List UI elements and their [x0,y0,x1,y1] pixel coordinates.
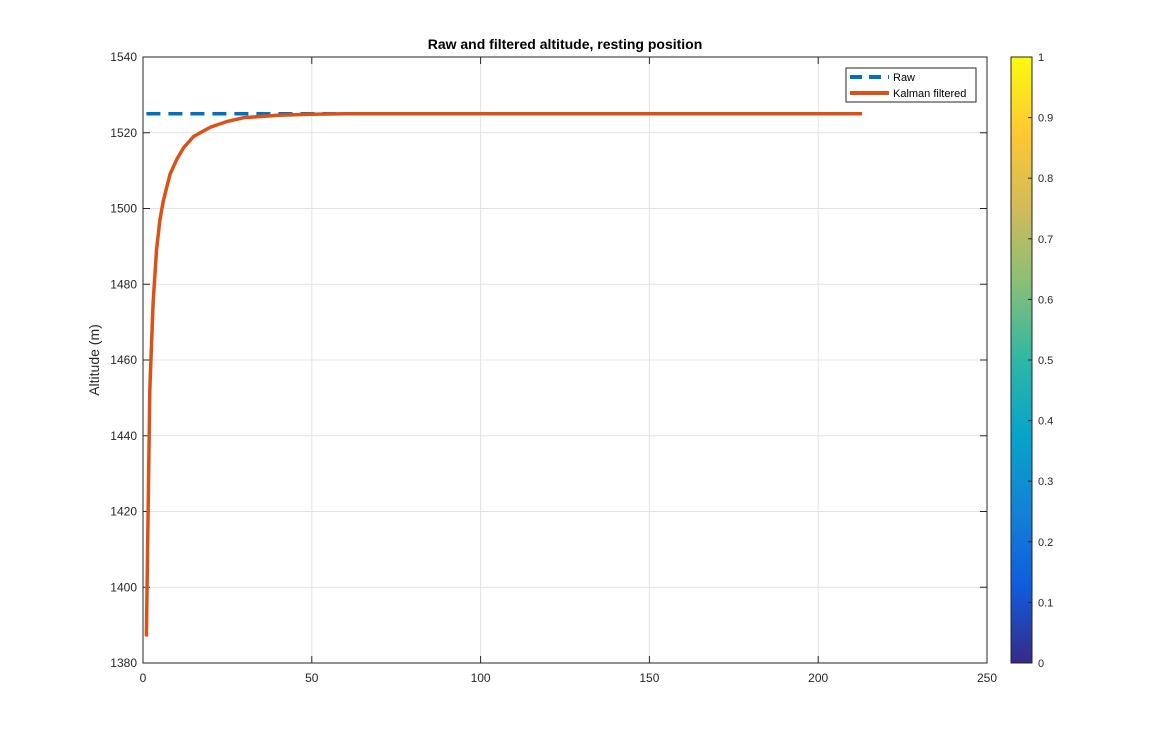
series-layer [144,112,863,637]
colorbar-tick-label: 1 [1038,52,1044,64]
colorbar-tick-label: 0.2 [1038,537,1053,549]
plot-frame [142,56,988,664]
x-tick-label: 150 [639,671,659,685]
x-tick-label: 50 [305,671,319,685]
x-tick-label: 200 [808,671,828,685]
colorbar-tick-label: 0.5 [1038,355,1053,367]
y-tick-label: 1520 [110,126,137,140]
colorbar: 0 0.1 0.2 0.3 0.4 0.5 0.6 0.7 0.8 0.9 1 [1010,52,1053,670]
y-tick-label: 1420 [110,505,137,519]
y-tick-label: 1480 [110,277,137,291]
y-axis-ticks: 1380 1400 1420 1440 1460 1480 1500 1520 1540 [110,50,987,670]
colorbar-tick-label: 0.1 [1038,597,1053,609]
colorbar-tick-label: 0.7 [1038,234,1053,246]
legend-box [845,67,977,103]
y-axis-label: Altitude (m) [86,324,102,396]
colorbar-tick-label: 0 [1038,658,1044,670]
colorbar-tick-label: 0.8 [1038,173,1053,185]
y-tick-label: 1380 [110,656,137,670]
chart-title: Raw and filtered altitude, resting posit… [428,36,703,52]
legend-raw-label: Raw [893,72,915,84]
colorbar-tick-label: 0.6 [1038,294,1053,306]
legend-kalman-label: Kalman filtered [893,88,966,100]
y-tick-label: 1540 [110,50,137,64]
x-tick-label: 100 [471,671,491,685]
y-tick-label: 1400 [110,580,137,594]
x-tick-label: 250 [977,671,997,685]
y-tick-label: 1460 [110,353,137,367]
x-axis-ticks: 0 50 100 150 200 250 [140,57,997,685]
legend[interactable]: Raw Kalman filtered [845,67,977,103]
kalman-filtered-series-line [144,112,863,637]
colorbar-tick-label: 0.3 [1038,476,1053,488]
y-tick-label: 1500 [110,202,137,216]
colorbar-tick-label: 0.9 [1038,113,1053,125]
colorbar-ticks: 0 0.1 0.2 0.3 0.4 0.5 0.6 0.7 0.8 0.9 1 [1028,52,1053,670]
y-tick-label: 1440 [110,429,137,443]
x-tick-label: 0 [140,671,147,685]
colorbar-tick-label: 0.4 [1038,416,1053,428]
